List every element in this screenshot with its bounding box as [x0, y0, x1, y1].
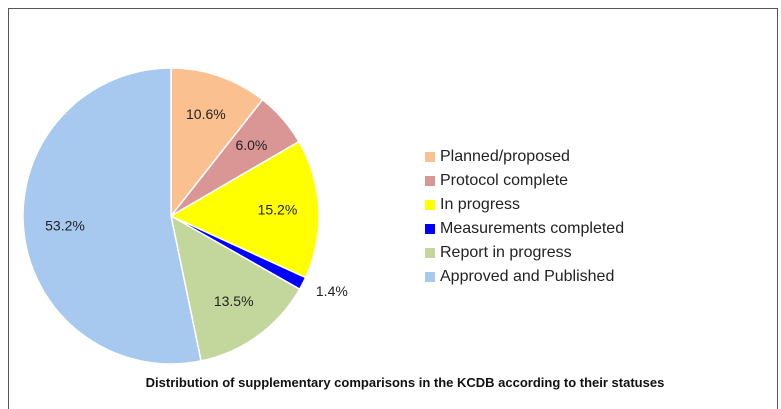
legend-label: Planned/proposed: [440, 148, 570, 165]
legend-label: Measurements completed: [440, 220, 624, 237]
pie-slice: [169, 140, 320, 279]
data-label: 6.0%: [235, 137, 267, 153]
legend-swatch: [425, 224, 435, 234]
chart-frame: [8, 8, 778, 409]
chart-title: Distribution of supplementary comparison…: [145, 375, 665, 390]
legend-label: Report in progress: [440, 244, 572, 261]
data-label: 1.4%: [316, 283, 348, 299]
data-label: 10.6%: [186, 106, 226, 122]
legend-swatch: [425, 200, 435, 210]
pie-slice: [169, 214, 301, 362]
pie-slice: [170, 67, 264, 219]
legend-swatch: [425, 272, 435, 282]
legend-label: Protocol complete: [440, 172, 568, 189]
legend-swatch: [425, 176, 435, 186]
legend-swatch: [425, 152, 435, 162]
pie-slice: [22, 67, 202, 365]
legend-label: In progress: [440, 196, 520, 213]
legend-swatch: [425, 248, 435, 258]
data-label: 13.5%: [214, 293, 254, 309]
data-label: 15.2%: [258, 202, 298, 218]
legend-label: Approved and Published: [440, 268, 614, 285]
data-label: 53.2%: [45, 218, 85, 234]
